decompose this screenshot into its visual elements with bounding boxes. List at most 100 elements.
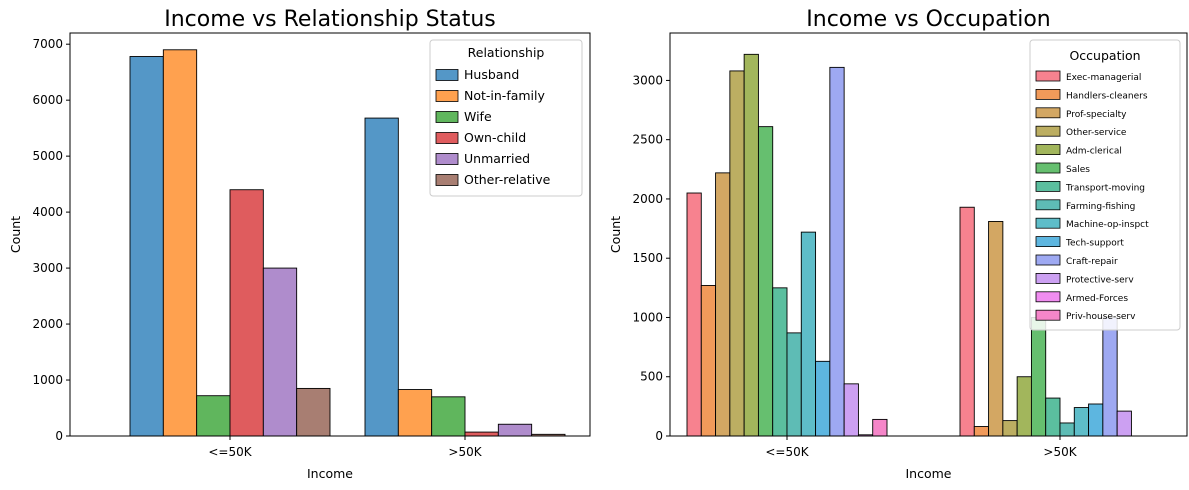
legend: Occupation Exec-managerial Handlers-clea… <box>1029 39 1181 331</box>
legend-swatch <box>1035 254 1061 266</box>
legend-swatch <box>435 111 459 123</box>
legend-entry: Farming-fishing <box>1066 202 1135 212</box>
y-tick-label: 0 <box>55 429 63 443</box>
bar-occupation <box>988 221 1004 437</box>
bar-relationship <box>296 387 331 437</box>
chart-title: Income vs Relationship Status <box>164 7 496 32</box>
legend-swatch <box>1035 89 1061 100</box>
bar-occupation <box>1116 410 1132 437</box>
legend-entry: Exec-managerial <box>1066 73 1141 83</box>
legend-entry: Other-service <box>1066 128 1127 138</box>
legend-swatch <box>1035 125 1061 137</box>
x-axis-label: Income <box>307 466 353 481</box>
bar-occupation <box>1088 403 1104 437</box>
y-axis-label: Count <box>8 216 23 253</box>
legend-entry: Sales <box>1066 165 1090 175</box>
x-tick-label: >50K <box>1043 445 1077 459</box>
bar-occupation <box>815 360 831 437</box>
legend-swatch <box>1035 236 1061 248</box>
x-axis-label: Income <box>906 466 952 481</box>
legend-swatch <box>435 69 459 81</box>
bar-occupation <box>872 418 888 437</box>
legend-swatch <box>435 90 459 102</box>
y-tick-label: 2000 <box>32 317 63 331</box>
bar-occupation <box>757 126 774 437</box>
legend-entry: Craft-repair <box>1066 257 1118 267</box>
legend-entry: Transport-moving <box>1065 183 1145 193</box>
bar-occupation <box>1002 420 1018 437</box>
legend-swatch <box>1035 291 1061 303</box>
bar-occupation <box>1045 397 1061 437</box>
legend-swatch <box>1035 180 1061 192</box>
legend-swatch <box>1035 272 1061 284</box>
bar-occupation <box>1030 317 1047 437</box>
legend-entry: Prof-specialty <box>1066 110 1127 120</box>
y-axis-label: Count <box>608 216 623 253</box>
legend-swatch <box>1035 107 1061 119</box>
bar-occupation <box>800 231 817 437</box>
legend-swatch <box>1035 217 1061 229</box>
bar-occupation <box>959 206 975 437</box>
y-tick-label: 5000 <box>32 149 63 163</box>
legend-title: Occupation <box>1069 48 1140 63</box>
legend-entry: Adm-clerical <box>1066 147 1122 157</box>
y-tick-label: 2000 <box>632 192 663 206</box>
legend-entry: Husband <box>464 67 519 82</box>
bar-relationship <box>431 396 466 437</box>
x-tick-label: <=50K <box>765 445 809 459</box>
legend-entry: Handlers-cleaners <box>1066 91 1148 101</box>
bar-relationship <box>229 189 264 437</box>
legend-swatch <box>1035 144 1061 156</box>
chart-title: Income vs Occupation <box>806 7 1050 32</box>
bar-occupation <box>973 426 990 437</box>
bar-occupation <box>1059 422 1075 437</box>
legend-swatch <box>1035 199 1061 211</box>
bar-relationship <box>497 423 533 437</box>
bar-relationship <box>129 56 164 437</box>
bar-occupation <box>843 383 859 437</box>
y-tick-label: 4000 <box>32 205 63 219</box>
y-tick-label: 500 <box>640 370 663 384</box>
bar-relationship <box>262 267 298 437</box>
bar-relationship <box>162 49 198 437</box>
y-tick-label: 0 <box>655 429 663 443</box>
legend-box <box>1029 39 1181 331</box>
y-tick-label: 1000 <box>32 373 63 387</box>
x-tick-label: >50K <box>448 445 482 459</box>
bar-relationship <box>397 389 433 437</box>
legend-swatch <box>435 174 459 186</box>
legend-entry: Machine-op-inspct <box>1066 220 1149 230</box>
bar-relationship <box>464 431 499 437</box>
legend-entry: Wife <box>464 109 492 124</box>
occupation-chart: Income vs Occupation 0 500 1000 1500 2000 2500… <box>608 7 1188 481</box>
bar-occupation <box>1016 376 1032 437</box>
bar-occupation <box>729 70 745 437</box>
bar-occupation <box>686 192 702 437</box>
legend-entry: Tech-support <box>1065 239 1124 249</box>
legend-swatch <box>435 153 459 165</box>
y-tick-label: 3000 <box>632 73 663 87</box>
y-tick-label: 7000 <box>32 37 63 51</box>
bar-occupation <box>715 172 731 437</box>
bar-occupation <box>1073 407 1090 437</box>
legend: Relationship Husband Not-in-family Wife … <box>429 39 583 197</box>
legend-swatch <box>1035 309 1061 321</box>
legend-entry: Own-child <box>464 130 526 145</box>
bar-occupation <box>772 287 788 437</box>
y-tick-label: 2500 <box>632 133 663 147</box>
y-tick-label: 1500 <box>632 251 663 265</box>
y-tick-label: 6000 <box>32 93 63 107</box>
legend-swatch <box>1035 162 1061 174</box>
relationship-chart: Income vs Relationship Status 0 1000 2000 30… <box>8 7 591 481</box>
bar-occupation <box>786 332 802 437</box>
legend-entry: Unmarried <box>464 151 530 166</box>
bar-occupation <box>700 285 717 437</box>
legend-entry: Protective-serv <box>1066 275 1134 285</box>
legend-entry: Armed-Forces <box>1066 294 1128 304</box>
axes-frame <box>69 32 591 437</box>
legend-title: Relationship <box>468 45 545 60</box>
bar-relationship <box>364 117 399 437</box>
x-tick-label: <=50K <box>208 445 252 459</box>
legend-swatch <box>435 132 459 144</box>
